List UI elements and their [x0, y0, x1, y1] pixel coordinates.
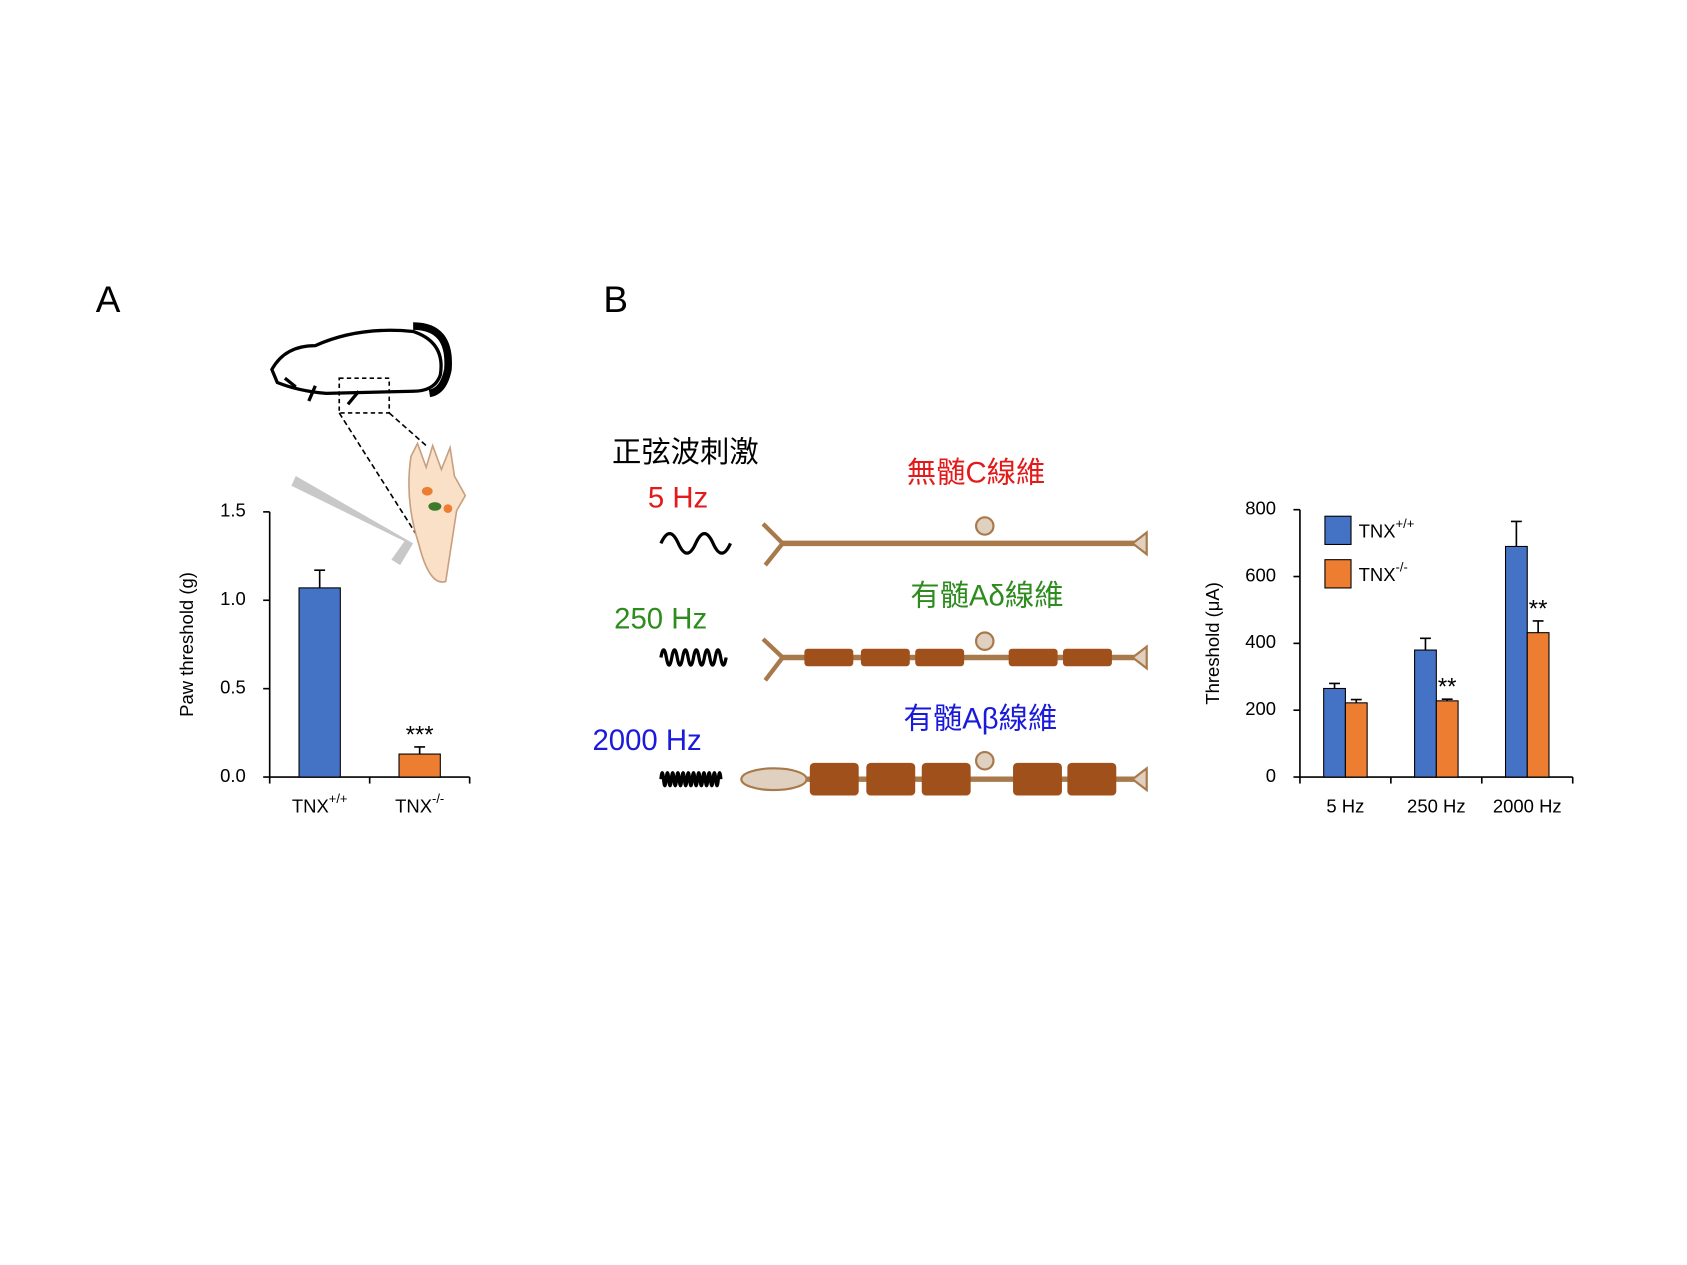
- frequency-label: 2000 Hz: [592, 724, 701, 757]
- fiber-label: 有髄Aβ線維: [904, 702, 1058, 735]
- x-tick-label: TNX+/+: [292, 791, 348, 816]
- legend-swatch: [1324, 515, 1352, 546]
- error-bar: [1441, 698, 1453, 701]
- bar: [398, 753, 441, 778]
- stimulus-title: 正弦波刺激: [612, 436, 759, 469]
- x-tick-label: TNX-/-: [395, 791, 444, 816]
- y-tick-label: 200: [1245, 698, 1276, 719]
- error-bar: [314, 569, 326, 588]
- legend-swatch: [1324, 559, 1352, 589]
- significance-label: ***: [406, 721, 434, 748]
- x-tick-label: 2000 Hz: [1493, 795, 1562, 816]
- error-bar: [1350, 698, 1362, 703]
- legend-label: TNX+/+: [1359, 516, 1415, 541]
- bar: [1504, 545, 1528, 778]
- error-bar: [1532, 620, 1544, 633]
- frequency-label: 5 Hz: [648, 482, 708, 515]
- legend-label: TNX-/-: [1359, 560, 1408, 585]
- fiber-label: 有髄Aδ線維: [910, 579, 1063, 612]
- error-bar: [414, 746, 426, 755]
- y-tick-label: 0.5: [220, 677, 246, 698]
- fiber-diagram: 正弦波刺激 5 Hz 250 Hz 2000 Hz 無髄C線維 有髄Aδ線維 有…: [592, 436, 1148, 796]
- x-tick-label: 250 Hz: [1407, 795, 1466, 816]
- bar: [1526, 632, 1550, 778]
- mouse-illustration: [270, 322, 467, 583]
- panel-label: A: [96, 279, 121, 320]
- y-tick-label: 1.5: [220, 500, 246, 521]
- x-tick-label: 5 Hz: [1326, 795, 1364, 816]
- significance-label: **: [1529, 595, 1548, 622]
- bar: [1435, 700, 1459, 778]
- y-tick-label: 0: [1266, 765, 1276, 786]
- y-tick-label: 800: [1245, 498, 1276, 519]
- y-axis-label: Threshold (μA): [1202, 582, 1223, 705]
- error-bar: [1420, 637, 1431, 651]
- bar: [1323, 687, 1346, 778]
- fiber-label: 無髄C線維: [907, 457, 1046, 490]
- error-bar: [1329, 682, 1340, 689]
- y-tick-label: 400: [1245, 631, 1276, 652]
- bar: [298, 587, 341, 778]
- error-bar: [1510, 520, 1522, 547]
- y-axis-label: Paw threshold (g): [176, 572, 197, 717]
- bar: [1414, 649, 1437, 778]
- y-tick-label: 0.0: [220, 765, 246, 786]
- y-tick-label: 1.0: [220, 588, 246, 609]
- significance-label: **: [1438, 674, 1457, 701]
- frequency-label: 250 Hz: [614, 602, 707, 635]
- y-tick-label: 600: [1245, 564, 1276, 585]
- panel-label: B: [603, 279, 628, 320]
- bar: [1344, 702, 1368, 778]
